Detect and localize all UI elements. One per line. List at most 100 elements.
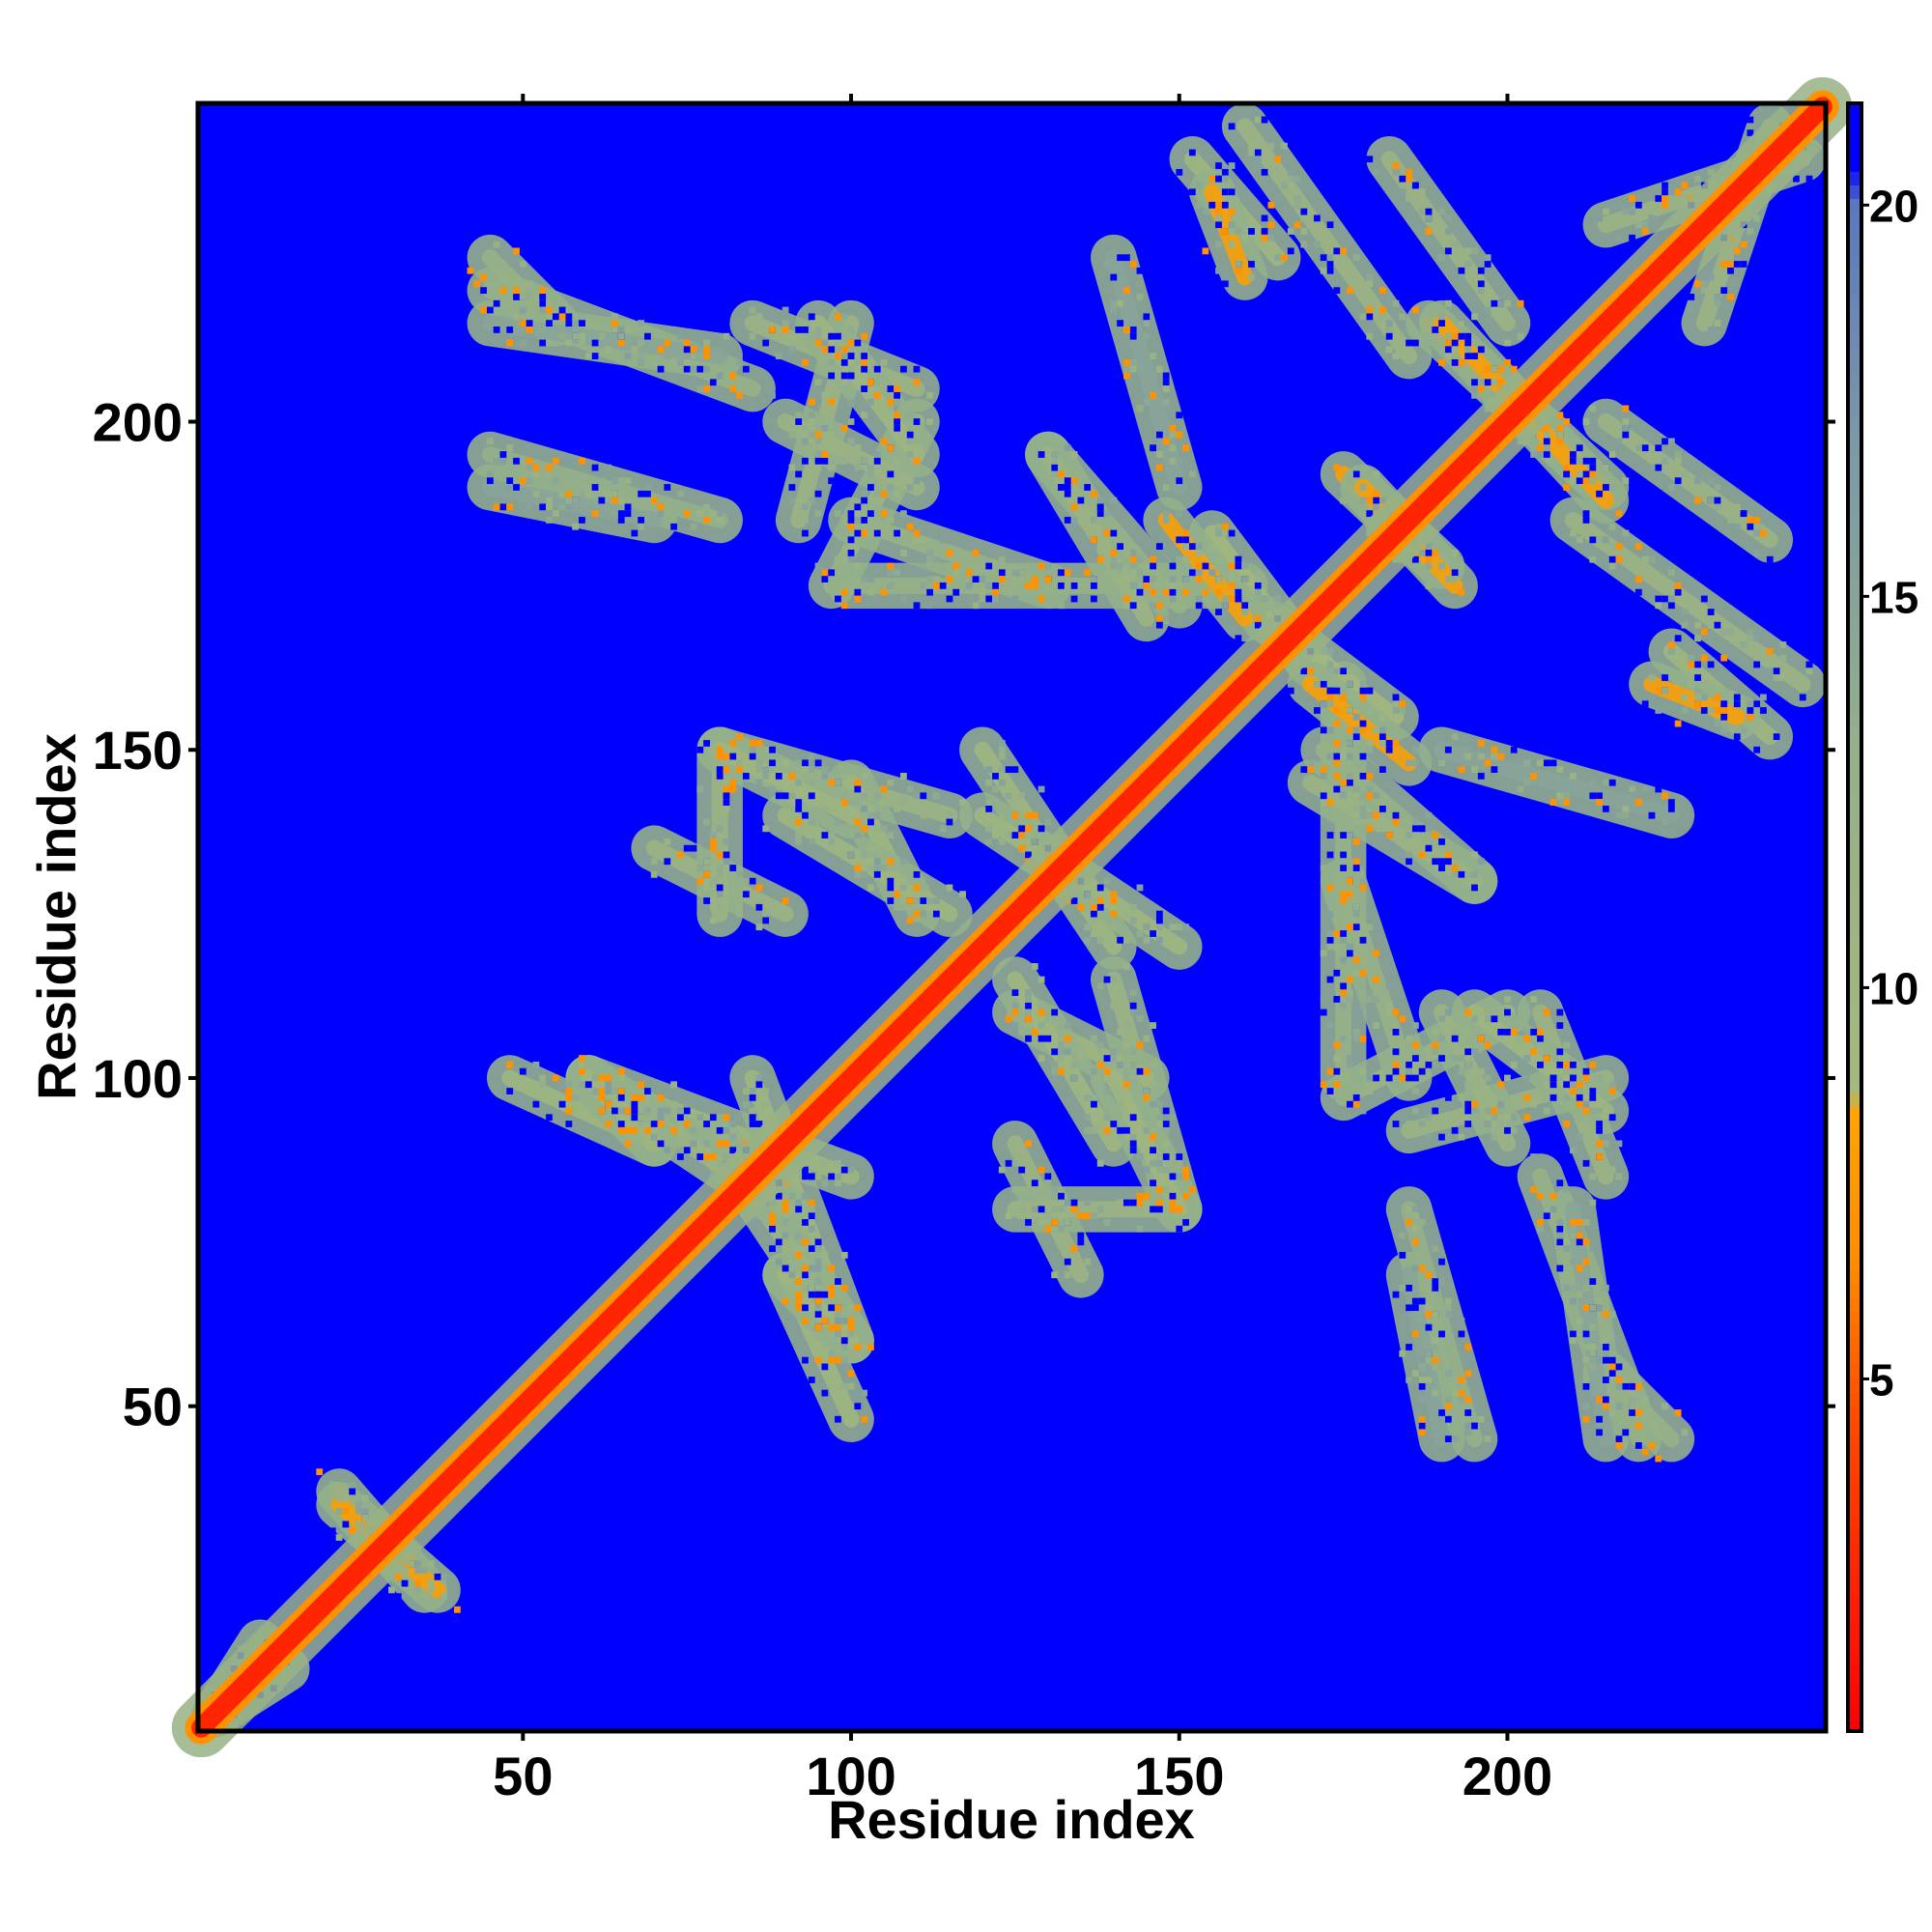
heatmap-cell [1051,1271,1059,1279]
heatmap-cell [1091,1094,1097,1101]
heatmap-cell [1491,1107,1498,1115]
heatmap-cell [906,418,914,425]
heatmap-cell [1471,379,1478,386]
heatmap-cell [847,550,855,556]
heatmap-cell [802,358,809,366]
heatmap-cell [1155,1199,1163,1207]
heatmap-cell [1129,576,1137,582]
x-axis-title: Residue index [828,1789,1195,1850]
heatmap-cell [506,484,514,491]
heatmap-cell [1458,1029,1465,1036]
heatmap-cell [729,753,737,760]
heatmap-cell [572,320,580,327]
heatmap-cell [1662,674,1668,681]
heatmap-cell [1359,1035,1367,1042]
heatmap-cell [532,1067,540,1075]
heatmap-cell [920,562,927,570]
heatmap-cell [1411,1074,1419,1082]
heatmap-cell [998,766,1006,774]
heatmap-cell [1215,221,1222,229]
heatmap-cell [873,870,881,878]
colorbar-slice [1848,1446,1861,1461]
heatmap-cell [867,811,874,819]
heatmap-cell [887,865,895,871]
heatmap-cell [1150,930,1156,937]
heatmap-cell [814,332,822,340]
heatmap-cell [814,464,822,471]
heatmap-cell [1287,175,1294,183]
heatmap-cell [788,773,796,780]
heatmap-cell [1425,1114,1433,1122]
heatmap-cell [1444,1415,1452,1423]
heatmap-cell [1064,517,1071,524]
heatmap-cell [985,562,993,570]
heatmap-cell [1444,844,1452,852]
heatmap-cell [650,870,658,878]
heatmap-cell [1720,700,1728,708]
heatmap-cell [1576,470,1583,478]
heatmap-cell [1432,1048,1439,1056]
heatmap-cell [355,1507,362,1515]
heatmap-cell [565,497,573,504]
heatmap-cell [1399,811,1406,819]
heatmap-cell [703,818,710,826]
heatmap-cell [1471,766,1478,774]
heatmap-cell [821,773,829,780]
heatmap-cell [716,897,724,904]
heatmap-cell [506,477,514,485]
heatmap-cell [572,332,580,340]
colorbar-tick-label: 20 [1869,181,1918,231]
heatmap-cell [1018,1206,1026,1213]
y-tick-label: 150 [93,720,183,781]
heatmap-cell [828,358,836,366]
heatmap-cell [349,1488,356,1495]
heatmap-cell [414,1579,422,1587]
heatmap-cell [1556,1232,1564,1239]
heatmap-cell [769,327,776,333]
heatmap-cell [526,294,533,300]
heatmap-cell [591,1074,599,1082]
heatmap-cell [1582,1238,1590,1246]
heatmap-cell [1215,588,1222,596]
heatmap-cell [1700,694,1708,701]
heatmap-cell [1333,287,1341,295]
heatmap-cell [1333,773,1341,780]
heatmap-cell [1136,294,1144,300]
heatmap-cell [526,332,533,340]
heatmap-cell [1347,943,1353,951]
heatmap-cell [1451,1029,1459,1036]
heatmap-cell [1582,1330,1590,1338]
heatmap-cell [985,805,993,812]
heatmap-cell [1058,1022,1065,1030]
colorbar-slice [1848,1202,1861,1217]
colorbar-slice [1848,347,1861,362]
heatmap-cell [1208,175,1216,183]
heatmap-cell [1608,1081,1616,1089]
heatmap-cell [657,1114,665,1122]
heatmap-cell [814,759,822,767]
heatmap-cell [1044,1179,1052,1187]
heatmap-cell [584,490,592,497]
heatmap-cell [1103,1088,1111,1094]
heatmap-cell [1432,1035,1439,1042]
heatmap-cell [1136,1041,1144,1049]
heatmap-cell [427,1560,435,1568]
heatmap-cell [1399,1232,1406,1239]
heatmap-cell [1596,1121,1603,1127]
heatmap-cell [1248,273,1255,281]
heatmap-cell [1018,1029,1026,1036]
heatmap-cell [887,832,895,838]
heatmap-cell [736,391,743,399]
heatmap-cell [926,602,933,610]
heatmap-cell [617,1088,625,1094]
heatmap-cell [1326,910,1334,918]
heatmap-cell [1766,668,1774,675]
heatmap-cell [1392,1029,1400,1036]
heatmap-cell [814,327,822,333]
heatmap-cell [696,870,704,878]
heatmap-cell [513,313,520,321]
heatmap-cell [1406,1219,1412,1226]
colorbar-slice [1848,591,1861,607]
heatmap-cell [985,582,993,589]
heatmap-cell [664,1114,671,1122]
